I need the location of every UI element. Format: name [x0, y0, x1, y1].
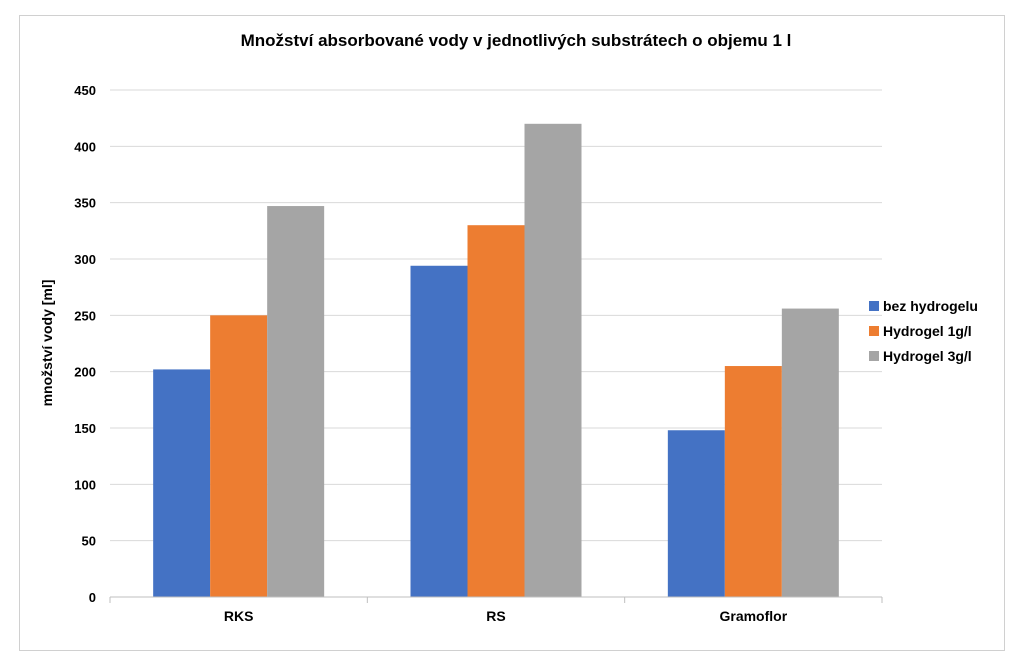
- chart-title: Množství absorbované vody v jednotlivých…: [241, 31, 792, 50]
- bar: [724, 366, 782, 597]
- bar: [153, 369, 211, 597]
- y-tick-label: 0: [89, 590, 96, 605]
- bar: [524, 123, 582, 598]
- legend: bez hydrogelu Hydrogel 1g/l Hydrogel 3g/l: [869, 298, 978, 364]
- bar: [467, 225, 525, 597]
- y-tick-label: 100: [74, 477, 96, 492]
- bars: [153, 123, 839, 598]
- y-tick-label: 350: [74, 196, 96, 211]
- bar: [210, 315, 268, 597]
- y-tick-label: 450: [74, 83, 96, 98]
- legend-label: Hydrogel 1g/l: [883, 323, 972, 339]
- x-tick-label: RKS: [224, 608, 254, 624]
- y-tick-label: 150: [74, 421, 96, 436]
- x-axis: RKS RS Gramoflor: [109, 596, 883, 624]
- bar: [781, 308, 839, 597]
- y-axis-label: množství vody [ml]: [39, 280, 55, 407]
- x-tick-label: Gramoflor: [719, 608, 787, 624]
- y-tick-label: 400: [74, 139, 96, 154]
- legend-swatch: [869, 351, 879, 361]
- bar: [267, 206, 325, 597]
- bar: [410, 265, 468, 597]
- y-tick-label: 300: [74, 252, 96, 267]
- legend-label: bez hydrogelu: [883, 298, 978, 314]
- y-tick-label: 250: [74, 308, 96, 323]
- y-tick-label: 200: [74, 365, 96, 380]
- y-tick-label: 50: [82, 534, 96, 549]
- y-axis-ticks: 0 50 100 150 200 250 300 350 400 450: [74, 83, 96, 605]
- legend-swatch: [869, 326, 879, 336]
- bar: [667, 430, 725, 597]
- x-tick-label: RS: [486, 608, 505, 624]
- legend-label: Hydrogel 3g/l: [883, 348, 972, 364]
- legend-swatch: [869, 301, 879, 311]
